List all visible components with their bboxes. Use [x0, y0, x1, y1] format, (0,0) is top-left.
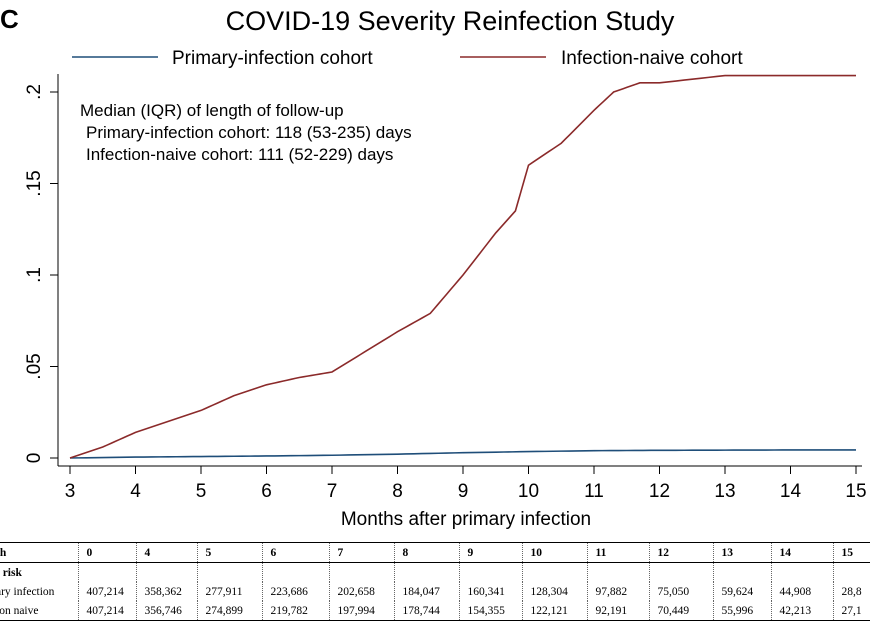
table-cell: 219,782: [261, 601, 329, 621]
table-row: ary infection 407,214 358,362 277,911 223,68…: [0, 582, 870, 601]
table-cell: [832, 562, 870, 582]
table-cell: t risk: [0, 566, 22, 579]
table-cell: th: [0, 542, 78, 563]
number-at-risk-table: th0456789101112131415 t risk ary infection…: [0, 542, 870, 621]
table-cell: 13: [712, 542, 771, 563]
table-cell: 75,050: [648, 582, 713, 601]
y-tick-label: .1: [24, 267, 45, 283]
table-cell: 4: [135, 542, 197, 563]
follow-up-annotation: Median (IQR) of length of follow-up Prim…: [80, 101, 412, 164]
table-cell: 59,624: [712, 582, 771, 601]
table-cell: ion naive: [0, 601, 78, 621]
table-cell: 8: [393, 542, 459, 563]
table-cell: [586, 562, 649, 582]
table-cell: 70,449: [648, 601, 713, 621]
table-cell: [458, 562, 522, 582]
x-tick-label: 6: [261, 481, 272, 502]
table-cell: 358,362: [135, 582, 197, 601]
table-cell: 178,744: [393, 601, 459, 621]
table-cell: 10: [521, 542, 587, 563]
x-axis-ticks: 3 4 5 6 7 8 9 10 11 12 13 14 15: [65, 466, 867, 502]
table-cell: 97,882: [586, 582, 649, 601]
table-cell: [521, 562, 587, 582]
table-cell: 160,341: [458, 582, 522, 601]
table-cell: 202,658: [328, 582, 394, 601]
table-cell: [261, 562, 329, 582]
table-cell: 9: [458, 542, 522, 563]
table-cell: 28,8: [832, 582, 870, 601]
table-header-row: th0456789101112131415: [0, 542, 870, 563]
table-cell: [328, 562, 394, 582]
table-cell: 274,899: [196, 601, 262, 621]
legend: Primary-infection cohort Infection-naive…: [72, 48, 743, 69]
table-cell: 14: [770, 542, 833, 563]
x-axis-label: Months after primary infection: [341, 509, 591, 530]
x-tick-label: 8: [392, 481, 403, 502]
table-cell: 12: [648, 542, 713, 563]
table-row: t risk: [0, 562, 870, 582]
y-tick-label: 0: [24, 453, 45, 464]
x-tick-label: 13: [714, 481, 735, 502]
table-row: ion naive 407,214 356,746 274,899 219,782 197…: [0, 601, 870, 621]
chart-title: COVID-19 Severity Reinfection Study: [225, 6, 675, 36]
table-cell: 15: [832, 542, 870, 563]
table-cell: 44,908: [770, 582, 833, 601]
table-cell: 407,214: [77, 582, 136, 601]
y-tick-label: .05: [24, 353, 45, 379]
x-tick-label: 12: [649, 481, 670, 502]
panel-label: C: [0, 4, 19, 34]
series-line-infection-naive: [69, 74, 856, 459]
table-cell: 407,214: [77, 601, 136, 621]
x-tick-label: 5: [196, 481, 207, 502]
x-tick-label: 7: [327, 481, 338, 502]
series-layer: [69, 74, 856, 459]
annotation-line-3: Infection-naive cohort: 111 (52-229) day…: [86, 145, 393, 164]
table-cell: [135, 562, 197, 582]
annotation-line-2: Primary-infection cohort: 118 (53-235) d…: [86, 123, 412, 142]
table-cell: [770, 562, 833, 582]
table-cell: ary infection: [0, 585, 55, 598]
table-cell: 92,191: [586, 601, 649, 621]
table-cell: 6: [261, 542, 329, 563]
table-cell: 7: [328, 542, 394, 563]
table-cell: [77, 562, 136, 582]
x-tick-label: 11: [584, 481, 604, 502]
series-line-primary-infection: [69, 449, 856, 459]
x-tick-label: 9: [458, 481, 469, 502]
annotation-line-1: Median (IQR) of length of follow-up: [80, 101, 344, 120]
table-cell: 184,047: [393, 582, 459, 601]
table-cell: 5: [196, 542, 262, 563]
table-cell: 197,994: [328, 601, 394, 621]
table-cell: 356,746: [135, 601, 197, 621]
table-cell: [648, 562, 713, 582]
y-axis-ticks: 0 .05 .1 .15 .2: [24, 84, 58, 463]
plot-frame: [57, 74, 862, 467]
table-cell: 154,355: [458, 601, 522, 621]
x-tick-label: 10: [518, 481, 539, 502]
y-tick-label: .2: [24, 84, 45, 100]
legend-label-naive: Infection-naive cohort: [561, 48, 743, 69]
table-cell: 277,911: [196, 582, 262, 601]
table-cell: 27,1: [832, 601, 870, 621]
table-cell: 122,121: [521, 601, 587, 621]
table-cell: 0: [77, 542, 136, 563]
x-tick-label: 15: [845, 481, 866, 502]
table-cell: 55,996: [712, 601, 771, 621]
table-cell: [393, 562, 459, 582]
table-cell: 128,304: [521, 582, 587, 601]
legend-label-primary: Primary-infection cohort: [172, 48, 373, 69]
table-cell: 11: [586, 542, 649, 563]
kaplan-meier-chart: Primary-infection cohort Infection-naive…: [24, 48, 867, 530]
x-tick-label: 14: [780, 481, 802, 502]
table-cell: 223,686: [261, 582, 329, 601]
table-cell: 42,213: [770, 601, 833, 621]
table-cell: [712, 562, 771, 582]
x-tick-label: 3: [65, 481, 76, 502]
y-tick-label: .15: [24, 170, 45, 196]
x-tick-label: 4: [130, 481, 141, 502]
table-cell: [196, 562, 262, 582]
